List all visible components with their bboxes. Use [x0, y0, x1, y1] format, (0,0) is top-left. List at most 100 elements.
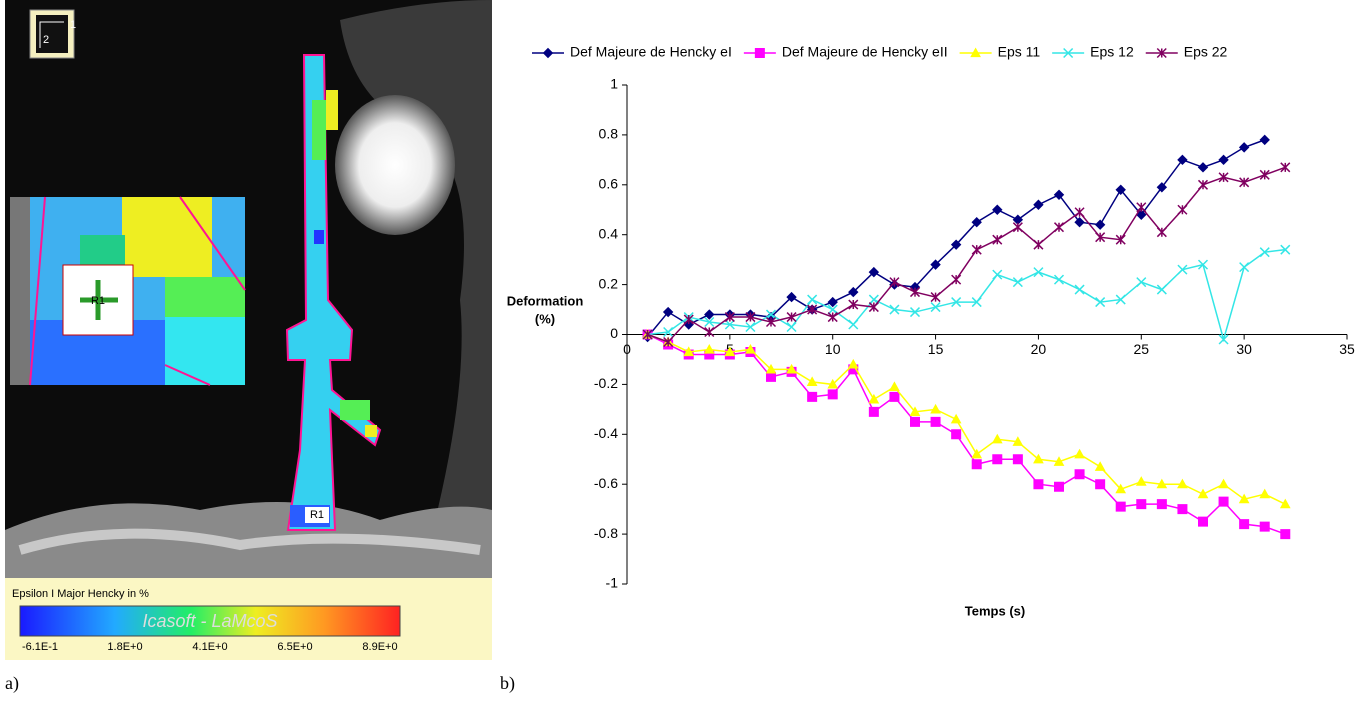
x-tick-label: 20: [1031, 341, 1047, 357]
inset-label: R1: [91, 295, 105, 307]
marker: [1238, 493, 1250, 504]
legend-marker: [542, 47, 554, 59]
region-label-bg: [305, 507, 329, 523]
marker: [724, 346, 736, 357]
y-tick-label: 1: [610, 76, 618, 92]
marker: [1280, 162, 1291, 173]
marker: [1054, 481, 1064, 492]
panel-a-label: a): [5, 673, 19, 694]
legend-marker: [1063, 47, 1074, 59]
marker: [1197, 259, 1209, 270]
y-tick-label: -0.8: [594, 525, 618, 541]
marker: [1156, 227, 1167, 238]
marker: [1218, 154, 1229, 166]
marker: [992, 204, 1003, 215]
panel-b-label: b): [500, 673, 515, 694]
marker: [827, 304, 838, 315]
marker: [971, 459, 982, 470]
marker: [704, 316, 715, 328]
marker: [930, 292, 941, 303]
colorbar-tick-label: 8.9E+0: [362, 641, 397, 653]
legend-label: Eps 11: [998, 44, 1041, 60]
y-tick-label: -1: [606, 575, 619, 591]
region-label: R1: [310, 509, 324, 521]
marker: [703, 343, 715, 354]
axis-2-label: 2: [43, 34, 49, 46]
marker: [1033, 453, 1044, 464]
marker: [889, 277, 900, 288]
series-line: [647, 333, 1286, 535]
x-axis-title: Temps (s): [965, 603, 1025, 618]
marker: [1218, 334, 1229, 345]
axis-1-label: 1: [70, 19, 76, 31]
marker: [1012, 436, 1024, 446]
legend-label: Eps 12: [1090, 44, 1134, 60]
series-line: [646, 139, 1265, 338]
marker: [1012, 277, 1023, 288]
marker: [1218, 172, 1229, 183]
marker: [1115, 483, 1127, 494]
marker: [1136, 202, 1147, 213]
x-tick-label: 10: [825, 341, 841, 357]
marker: [868, 393, 880, 404]
marker: [766, 371, 776, 382]
marker: [724, 312, 735, 323]
marker: [765, 363, 777, 374]
marker: [1259, 488, 1271, 499]
marker: [1074, 207, 1085, 218]
marker: [745, 321, 756, 333]
marker: [704, 309, 715, 320]
x-tick-label: 15: [928, 341, 944, 357]
marker: [827, 389, 838, 400]
marker: [930, 403, 941, 414]
marker: [1259, 134, 1270, 146]
marker: [1074, 469, 1085, 480]
marker: [1094, 219, 1106, 230]
marker: [991, 433, 1003, 444]
marker: [1095, 232, 1106, 243]
legend-marker: [754, 48, 765, 58]
marker: [786, 321, 797, 333]
marker: [1156, 478, 1168, 489]
marker: [992, 234, 1003, 245]
marker: [909, 307, 921, 318]
marker: [807, 391, 818, 402]
marker: [1074, 284, 1085, 295]
colorbar-tick-label: -6.1E-1: [22, 641, 58, 653]
marker: [724, 319, 735, 330]
series-line: [647, 166, 1286, 343]
marker: [786, 291, 797, 303]
marker: [848, 299, 859, 310]
marker: [1280, 529, 1291, 540]
marker: [1239, 177, 1250, 188]
marker: [1012, 222, 1023, 233]
marker: [951, 429, 962, 440]
x-tick-label: 25: [1133, 341, 1149, 357]
marker: [1115, 501, 1126, 512]
colorbar-title: Epsilon I Major Hencky in %: [12, 588, 149, 600]
colorbar-tick-label: 6.5E+0: [277, 641, 312, 653]
marker: [1259, 169, 1270, 180]
marker: [1177, 154, 1188, 166]
marker: [848, 286, 859, 298]
marker: [827, 312, 838, 323]
legend-marker: [970, 47, 981, 58]
marker: [1033, 199, 1044, 210]
y-tick-label: -0.2: [594, 375, 618, 391]
marker: [1218, 478, 1229, 489]
marker: [1033, 479, 1044, 490]
marker: [930, 302, 941, 313]
marker: [848, 319, 859, 330]
marker: [1259, 247, 1270, 258]
marker: [909, 287, 921, 298]
marker: [1197, 488, 1209, 499]
strain-image: [5, 0, 492, 578]
x-tick-label: 30: [1236, 341, 1252, 357]
marker: [1095, 479, 1106, 490]
marker: [1239, 519, 1250, 530]
watermark: Icasoft - LaMcoS: [142, 611, 277, 631]
marker: [1053, 274, 1065, 285]
marker: [1177, 478, 1188, 489]
marker: [745, 343, 756, 354]
marker: [1033, 267, 1044, 278]
